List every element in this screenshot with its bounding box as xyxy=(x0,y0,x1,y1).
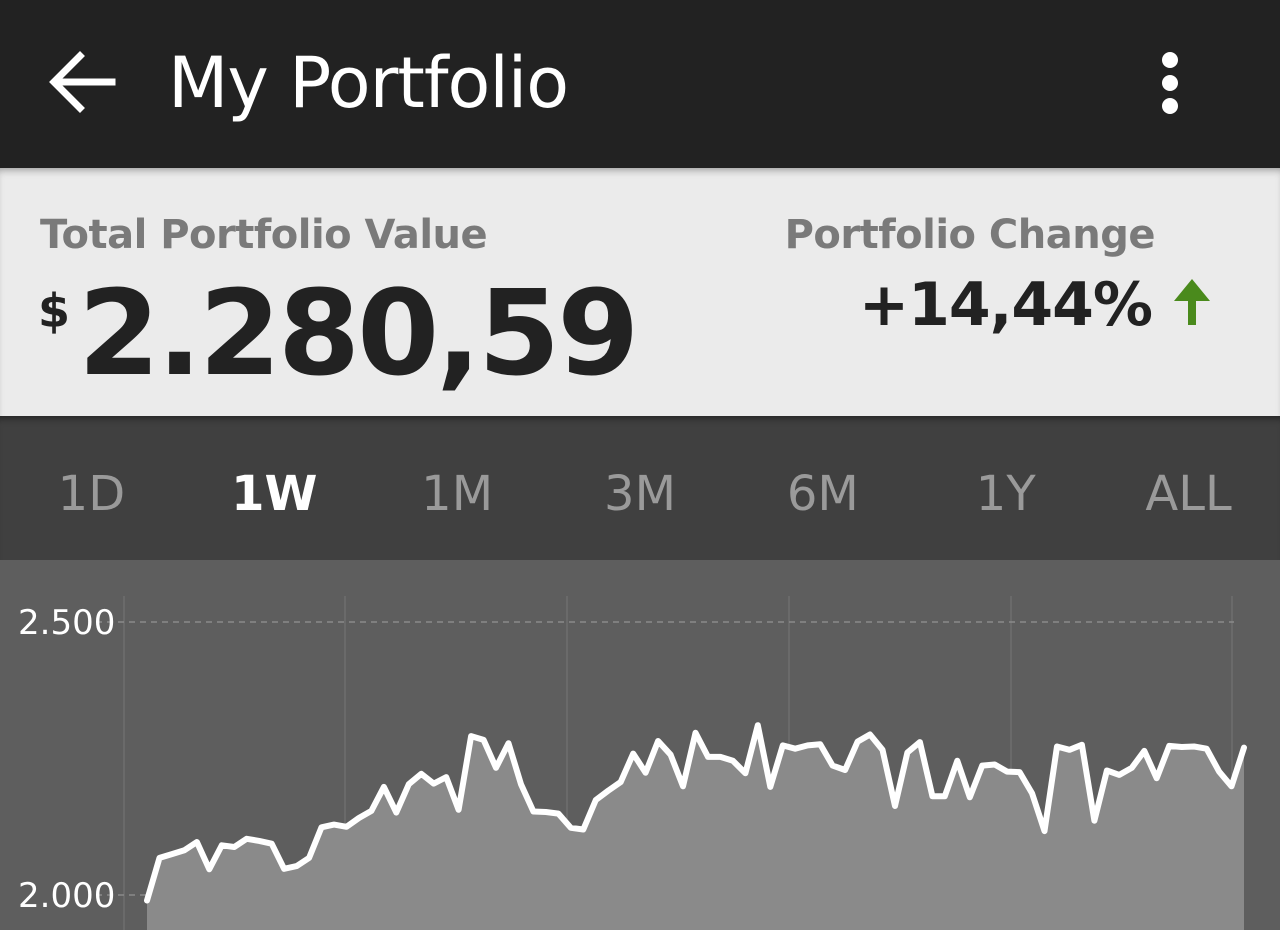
portfolio-change: +14,44% xyxy=(859,270,1210,340)
app-bar: My Portfolio xyxy=(0,0,1280,168)
tab-all[interactable]: ALL xyxy=(1145,466,1232,522)
portfolio-summary: Total Portfolio Value $2.280,59 Portfoli… xyxy=(0,168,1280,416)
series-area xyxy=(147,725,1244,930)
tab-1y[interactable]: 1Y xyxy=(975,466,1036,522)
back-button[interactable] xyxy=(40,40,126,126)
total-value-label: Total Portfolio Value xyxy=(40,212,488,258)
more-vertical-icon xyxy=(1162,52,1178,114)
tab-1m[interactable]: 1M xyxy=(421,466,494,522)
portfolio-change-label: Portfolio Change xyxy=(784,212,1156,258)
page-title: My Portfolio xyxy=(168,42,569,124)
portfolio-chart: 2.500 2.000 xyxy=(0,560,1280,930)
tab-1w[interactable]: 1W xyxy=(231,466,318,522)
tab-6m[interactable]: 6M xyxy=(786,466,859,522)
arrow-back-icon xyxy=(49,51,116,113)
currency-symbol: $ xyxy=(38,284,71,338)
portfolio-change-value: +14,44% xyxy=(858,270,1153,340)
more-options-button[interactable] xyxy=(1136,40,1206,126)
y-tick-label: 2.500 xyxy=(18,603,115,643)
arrow-up-icon xyxy=(1174,279,1210,325)
total-value-amount: 2.280,59 xyxy=(78,264,639,402)
total-value: $2.280,59 xyxy=(38,264,639,402)
y-tick-label: 2.000 xyxy=(18,876,115,916)
portfolio-chart-svg: 2.500 2.000 xyxy=(18,596,1247,930)
tab-3m[interactable]: 3M xyxy=(604,466,676,522)
time-range-tabs: 1D 1W 1M 3M 6M 1Y ALL xyxy=(0,416,1280,560)
tab-1d[interactable]: 1D xyxy=(57,466,126,522)
